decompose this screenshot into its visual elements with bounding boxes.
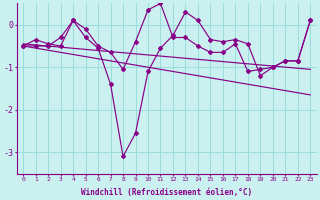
X-axis label: Windchill (Refroidissement éolien,°C): Windchill (Refroidissement éolien,°C) bbox=[81, 188, 252, 197]
